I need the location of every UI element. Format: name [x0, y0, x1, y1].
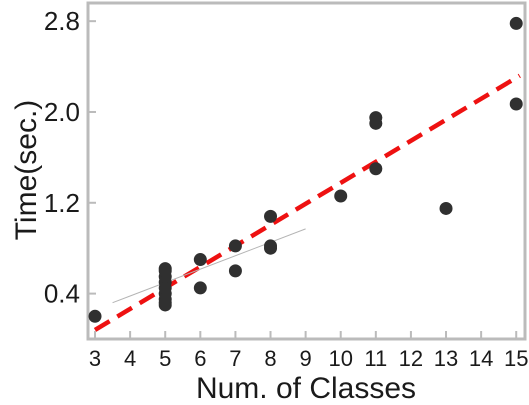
x-tick-label: 11	[364, 346, 387, 371]
y-axis-ticks: 0.4 1.2 2.0 2.8	[44, 6, 96, 309]
x-tick-label: 13	[434, 346, 458, 371]
data-point	[334, 189, 348, 203]
x-tick-label: 7	[229, 346, 241, 371]
data-point	[369, 111, 383, 125]
x-axis-label: Num. of Classes	[196, 372, 416, 405]
data-point	[193, 253, 207, 267]
data-point	[88, 309, 102, 323]
x-tick-label: 9	[299, 346, 311, 371]
trend-line-faint	[112, 228, 306, 304]
x-tick-label: 10	[328, 346, 352, 371]
data-point	[228, 239, 242, 253]
data-point	[264, 239, 278, 253]
data-point	[158, 296, 172, 310]
y-tick-label: 1.2	[44, 188, 80, 218]
data-point	[193, 281, 207, 295]
x-tick-label: 8	[264, 346, 276, 371]
data-point	[439, 201, 453, 215]
x-tick-label: 5	[159, 346, 171, 371]
x-tick-label: 4	[124, 346, 136, 371]
x-tick-label: 15	[504, 346, 528, 371]
x-tick-label: 14	[469, 346, 493, 371]
data-point	[509, 16, 523, 30]
trend-lines	[93, 73, 521, 332]
trend-line-dashed	[93, 73, 521, 332]
plot-frame	[86, 1, 527, 341]
y-axis-label: Time(sec.)	[10, 100, 43, 241]
x-axis-ticks: 3 4 5 6 7 8 9 10 11 12 13 14 15	[89, 331, 528, 371]
data-point	[509, 97, 523, 111]
y-tick-label: 2.0	[44, 97, 80, 127]
data-point	[369, 162, 383, 176]
data-point	[228, 264, 242, 278]
data-point	[158, 262, 172, 276]
x-tick-label: 12	[399, 346, 423, 371]
y-tick-label: 2.8	[44, 6, 80, 36]
data-point	[264, 209, 278, 223]
y-tick-label: 0.4	[44, 279, 80, 309]
data-points	[88, 16, 523, 323]
x-tick-label: 3	[89, 346, 101, 371]
x-tick-label: 6	[194, 346, 206, 371]
